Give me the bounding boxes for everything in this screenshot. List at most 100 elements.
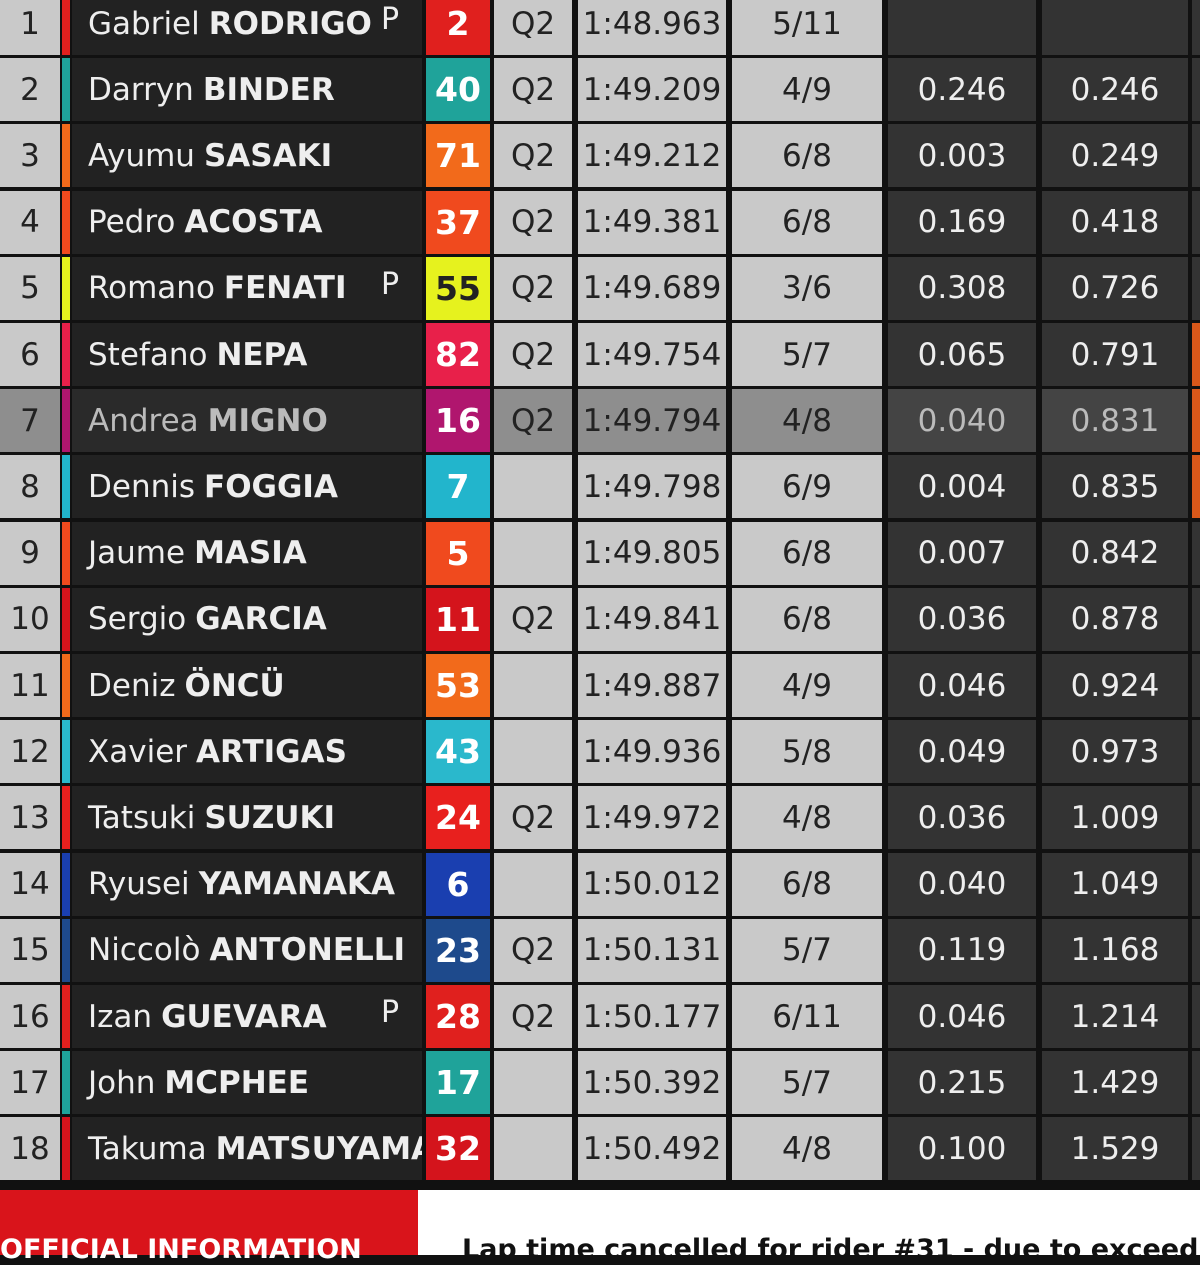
q2-cell xyxy=(494,720,572,784)
position: 10 xyxy=(0,587,60,651)
team-stripe xyxy=(62,256,70,320)
gap-previous: 0.246 xyxy=(888,58,1036,122)
gap-previous: 0.065 xyxy=(888,323,1036,386)
team-stripe xyxy=(62,985,70,1048)
first-name: Takuma xyxy=(88,1130,207,1167)
pit-flag: P xyxy=(381,995,400,1030)
last-name: ÖNCÜ xyxy=(184,667,285,704)
rider-name: Jaume MASIA xyxy=(72,521,422,585)
last-name: MASIA xyxy=(194,535,307,572)
rider-number: 7 xyxy=(426,455,490,519)
rider-number: 16 xyxy=(426,389,490,453)
first-name: Xavier xyxy=(88,733,188,770)
gap-first: 0.246 xyxy=(1042,58,1188,122)
gap-previous: 0.049 xyxy=(888,720,1036,784)
q2-cell xyxy=(494,654,572,717)
laps: 6/8 xyxy=(732,852,882,916)
gap-previous: 0.119 xyxy=(888,918,1036,982)
lap-time: 1:49.212 xyxy=(578,124,726,188)
edge-cell xyxy=(1192,389,1200,453)
lap-time: 1:49.972 xyxy=(578,786,726,850)
first-name: Darryn xyxy=(88,71,194,108)
lap-time: 1:49.805 xyxy=(578,521,726,585)
team-stripe xyxy=(62,720,70,784)
rider-number: 2 xyxy=(426,0,490,55)
team-stripe xyxy=(62,1051,70,1115)
gap-previous: 0.308 xyxy=(888,256,1036,320)
gap-first: 0.249 xyxy=(1042,124,1188,188)
lap-time: 1:49.794 xyxy=(578,389,726,453)
rider-number: 6 xyxy=(426,852,490,916)
position: 14 xyxy=(0,852,60,916)
q2-cell: Q2 xyxy=(494,124,572,188)
edge-cell xyxy=(1192,323,1200,386)
gap-previous: 0.046 xyxy=(888,654,1036,717)
lap-time: 1:49.754 xyxy=(578,323,726,386)
gap-first: 0.726 xyxy=(1042,256,1188,320)
edge-cell xyxy=(1192,1117,1200,1181)
q2-cell xyxy=(494,1117,572,1181)
edge-cell xyxy=(1192,124,1200,188)
gap-first: 0.924 xyxy=(1042,654,1188,717)
lap-time: 1:49.381 xyxy=(578,190,726,254)
laps: 5/7 xyxy=(732,323,882,386)
first-name: Pedro xyxy=(88,204,176,241)
gap-first: 1.168 xyxy=(1042,918,1188,982)
position: 16 xyxy=(0,985,60,1048)
lap-time: 1:50.131 xyxy=(578,918,726,982)
footer-label: OFFICIAL INFORMATION xyxy=(0,1234,362,1265)
edge-cell xyxy=(1192,852,1200,916)
lap-time: 1:50.392 xyxy=(578,1051,726,1115)
laps: 4/9 xyxy=(732,58,882,122)
last-name: MCPHEE xyxy=(164,1064,310,1101)
first-name: Andrea xyxy=(88,402,199,439)
rider-name: Darryn BINDER xyxy=(72,58,422,122)
team-stripe xyxy=(62,1117,70,1181)
rider-name: Dennis FOGGIA xyxy=(72,455,422,519)
first-name: Tatsuki xyxy=(88,799,196,836)
team-stripe xyxy=(62,786,70,850)
laps: 4/8 xyxy=(732,786,882,850)
last-name: ARTIGAS xyxy=(196,733,347,770)
first-name: Romano xyxy=(88,270,215,307)
laps: 6/11 xyxy=(732,985,882,1048)
gap-first: 0.418 xyxy=(1042,190,1188,254)
lap-time: 1:48.963 xyxy=(578,0,726,55)
rider-number: 24 xyxy=(426,786,490,850)
laps: 5/11 xyxy=(732,0,882,55)
laps: 6/9 xyxy=(732,455,882,519)
first-name: Izan xyxy=(88,998,153,1035)
rider-number: 11 xyxy=(426,587,490,651)
last-name: MATSUYAMA xyxy=(215,1130,422,1167)
rider-number: 53 xyxy=(426,654,490,717)
q2-cell: Q2 xyxy=(494,323,572,386)
team-stripe xyxy=(62,389,70,453)
edge-cell xyxy=(1192,190,1200,254)
last-name: GARCIA xyxy=(195,601,327,638)
q2-cell: Q2 xyxy=(494,58,572,122)
laps: 5/8 xyxy=(732,720,882,784)
first-name: John xyxy=(88,1064,156,1101)
rider-name: Ayumu SASAKI xyxy=(72,124,422,188)
gap-first: 1.214 xyxy=(1042,985,1188,1048)
gap-previous: 0.100 xyxy=(888,1117,1036,1181)
q2-cell xyxy=(494,852,572,916)
rider-name: Xavier ARTIGAS xyxy=(72,720,422,784)
gap-previous xyxy=(888,0,1036,55)
lap-time: 1:49.841 xyxy=(578,587,726,651)
position: 4 xyxy=(0,190,60,254)
edge-cell xyxy=(1192,985,1200,1048)
first-name: Stefano xyxy=(88,336,208,373)
lap-time: 1:49.209 xyxy=(578,58,726,122)
gap-previous: 0.036 xyxy=(888,786,1036,850)
team-stripe xyxy=(62,455,70,519)
footer-text: Lap time cancelled for rider #31 - due t… xyxy=(462,1234,1200,1255)
laps: 5/7 xyxy=(732,918,882,982)
first-name: Dennis xyxy=(88,468,196,505)
first-name: Gabriel xyxy=(88,5,200,42)
last-name: RODRIGO xyxy=(208,5,372,42)
team-stripe xyxy=(62,58,70,122)
rider-number: 5 xyxy=(426,521,490,585)
position: 9 xyxy=(0,521,60,585)
last-name: YAMANAKA xyxy=(198,866,395,903)
